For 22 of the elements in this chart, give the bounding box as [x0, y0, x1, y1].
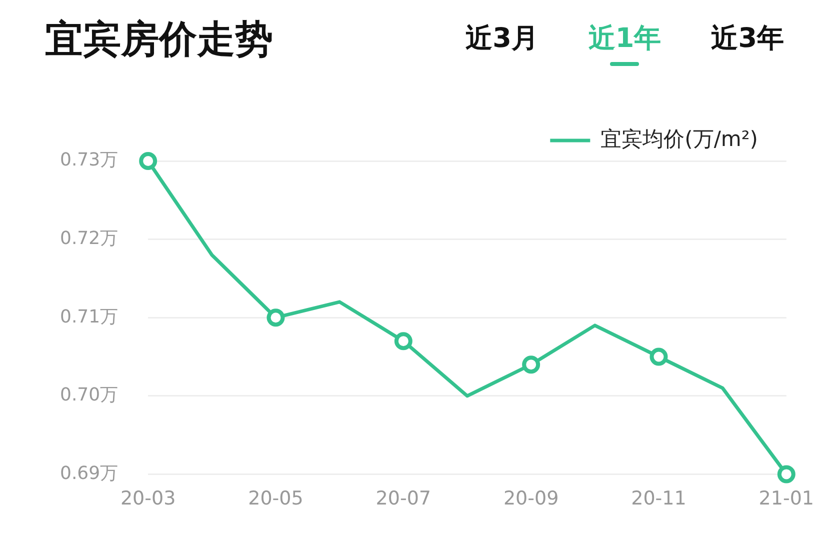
text: 近3年: [711, 23, 784, 54]
y-tick-label: 0.70万: [60, 384, 118, 406]
point: [650, 348, 668, 366]
y-tick-label: 0.69万: [60, 462, 118, 484]
x-tick-label: 21-01: [758, 488, 814, 510]
text: 近1年: [588, 23, 662, 54]
x-tick-label: 20-05: [248, 488, 304, 510]
y-tick-label: 0.71万: [60, 306, 118, 328]
chart-title: 宜宾房价走势: [45, 16, 273, 63]
x-tick-label: 20-07: [376, 488, 432, 510]
point: [266, 308, 285, 327]
legend-label: 宜宾均价(万/m²): [600, 126, 758, 151]
point: [394, 332, 412, 350]
text: 近3月: [466, 23, 538, 54]
point: [777, 465, 796, 484]
point: [522, 356, 540, 374]
point: [139, 152, 158, 170]
x-tick-label: 20-11: [631, 488, 686, 510]
y-tick-label: 0.73万: [60, 150, 118, 171]
x-tick-label: 20-03: [120, 488, 176, 510]
y-tick-label: 0.72万: [60, 228, 118, 249]
x-tick-label: 20-09: [503, 488, 559, 510]
